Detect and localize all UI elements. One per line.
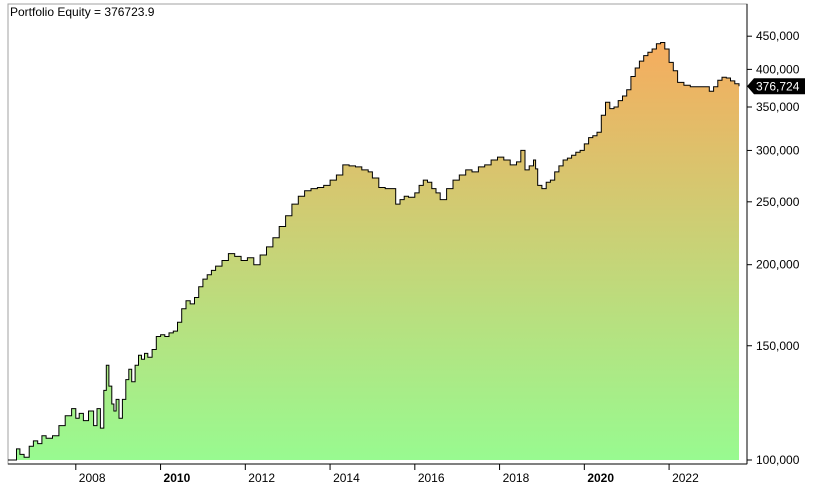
chart-title-value: 376723.9: [104, 5, 154, 19]
x-tick-label: 2018: [503, 471, 530, 485]
y-tick-label: 400,000: [756, 62, 800, 76]
x-tick-label: 2008: [79, 471, 106, 485]
y-tick-label: 350,000: [756, 100, 800, 114]
y-axis-ticks: 100,000 150,000 200,000 250,000 300,000 350,0…: [747, 29, 800, 467]
y-tick-label: 450,000: [756, 29, 800, 43]
x-axis-ticks: 2008 2010 2012 2014 2016 2018 2020 2022: [75, 464, 699, 485]
chart-title-label: Portfolio Equity: [10, 5, 91, 19]
y-tick-label: 100,000: [756, 453, 800, 467]
chart-title-sep: =: [91, 5, 105, 19]
x-tick-label: 2016: [418, 471, 445, 485]
x-tick-label: 2022: [672, 471, 699, 485]
y-tick-label: 150,000: [756, 339, 800, 353]
y-tick-label: 200,000: [756, 258, 800, 272]
y-tick-label: 300,000: [756, 143, 800, 157]
equity-line: [8, 42, 740, 461]
last-value-badge-bg: [747, 78, 805, 95]
x-tick-label: 2020: [587, 471, 614, 485]
y-tick-label: 250,000: [756, 195, 800, 209]
chart-title: Portfolio Equity = 376723.9: [10, 5, 155, 19]
last-value-badge: 376,724: [747, 78, 805, 95]
x-tick-label: 2010: [164, 471, 191, 485]
x-tick-label: 2014: [333, 471, 360, 485]
last-value-badge-text: 376,724: [756, 79, 800, 93]
equity-area: [8, 42, 739, 460]
x-tick-label: 2012: [248, 471, 275, 485]
